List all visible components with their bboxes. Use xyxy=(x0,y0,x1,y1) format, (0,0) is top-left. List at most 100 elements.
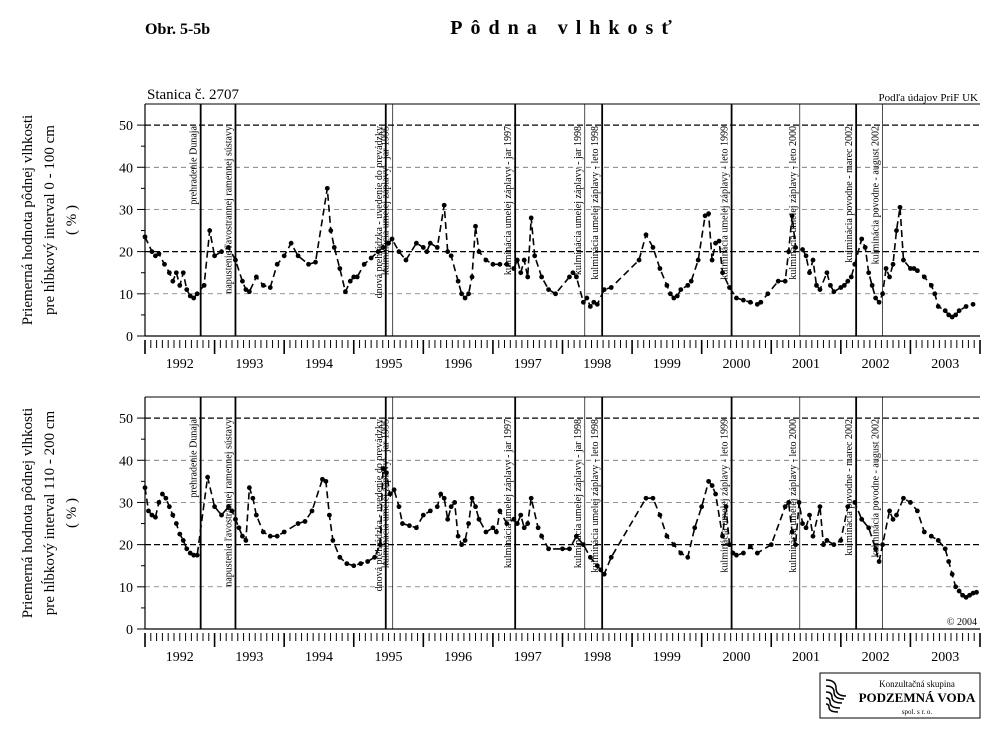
data-point xyxy=(688,278,694,284)
data-point xyxy=(459,542,465,548)
data-point xyxy=(413,525,419,531)
data-point xyxy=(887,274,892,280)
data-point xyxy=(960,592,966,598)
data-point xyxy=(786,500,792,505)
data-point xyxy=(328,228,334,233)
data-point xyxy=(233,257,238,263)
data-point xyxy=(734,552,739,558)
data-point xyxy=(817,504,823,510)
data-point xyxy=(793,245,799,250)
data-point xyxy=(434,504,440,510)
data-point xyxy=(928,533,934,539)
data-point xyxy=(358,561,364,567)
data-point xyxy=(730,550,736,556)
data-point xyxy=(546,546,551,552)
data-point xyxy=(741,297,746,303)
data-point xyxy=(956,588,962,594)
data-point xyxy=(162,261,167,267)
event-label: kulminácia umelej záplavy - jar 1998 xyxy=(573,419,584,568)
data-point xyxy=(567,274,572,280)
data-point xyxy=(720,533,725,539)
data-point xyxy=(448,253,454,259)
data-point xyxy=(142,485,148,491)
data-point xyxy=(403,257,409,263)
data-point xyxy=(754,301,760,307)
data-point xyxy=(574,274,579,280)
data-point xyxy=(187,293,193,299)
data-point xyxy=(387,491,393,497)
data-point xyxy=(706,478,712,484)
data-point xyxy=(180,270,186,276)
data-point xyxy=(800,521,805,526)
data-point xyxy=(420,512,426,518)
data-point xyxy=(908,266,913,271)
data-point xyxy=(859,516,865,522)
data-point xyxy=(608,554,614,560)
data-point xyxy=(814,282,819,288)
data-point xyxy=(368,255,374,261)
data-point xyxy=(911,266,917,271)
data-point xyxy=(466,291,471,297)
data-point xyxy=(974,589,979,595)
data-point xyxy=(177,531,183,537)
data-point xyxy=(521,257,527,263)
data-point xyxy=(782,278,788,284)
data-point xyxy=(873,546,879,552)
data-point xyxy=(365,559,371,564)
data-point xyxy=(869,282,875,288)
data-point xyxy=(692,525,698,531)
event-label: kulminácia umelej záplavy - leto 2000 xyxy=(788,419,799,573)
data-point xyxy=(445,249,451,255)
data-point xyxy=(260,529,266,535)
data-point xyxy=(159,491,165,497)
data-point xyxy=(420,245,426,250)
data-point xyxy=(727,285,732,290)
data-point xyxy=(657,266,663,271)
data-point xyxy=(678,287,684,292)
data-point xyxy=(942,308,948,314)
data-point xyxy=(747,544,753,550)
data-point xyxy=(212,504,217,510)
data-point xyxy=(246,485,252,491)
data-point xyxy=(810,257,816,263)
y-tick-label: 50 xyxy=(119,119,133,134)
data-point xyxy=(894,228,899,233)
x-tick-label: 1992 xyxy=(166,357,194,372)
data-point xyxy=(946,559,952,564)
data-point xyxy=(233,516,238,522)
data-point xyxy=(219,249,224,255)
event-label: kulminácia umelej záplavy - jar 1995 xyxy=(381,126,392,275)
data-point xyxy=(709,483,715,488)
data-point xyxy=(723,504,729,510)
data-point xyxy=(587,554,593,560)
x-tick-label: 2003 xyxy=(931,357,959,372)
data-point xyxy=(445,516,451,522)
data-point xyxy=(821,542,826,548)
data-point xyxy=(963,594,969,600)
data-point xyxy=(807,270,812,276)
data-point xyxy=(657,512,663,518)
data-point xyxy=(890,261,896,267)
data-point xyxy=(800,247,805,252)
data-point xyxy=(212,253,217,259)
data-point xyxy=(142,234,148,240)
data-point xyxy=(170,278,176,284)
x-tick-label: 1994 xyxy=(305,650,333,665)
data-point xyxy=(511,516,517,522)
data-point xyxy=(400,521,405,526)
data-point xyxy=(713,240,718,246)
data-point xyxy=(455,278,461,284)
data-point xyxy=(720,270,725,276)
y-tick-label: 0 xyxy=(126,623,133,638)
y-tick-label: 40 xyxy=(119,161,133,176)
data-point xyxy=(528,215,534,221)
data-point xyxy=(671,542,677,548)
x-tick-label: 1993 xyxy=(235,650,263,665)
data-point xyxy=(876,299,882,305)
logo-line2: PODZEMNÁ VODA xyxy=(859,690,976,705)
data-point xyxy=(608,285,614,290)
data-point xyxy=(539,274,545,280)
data-point xyxy=(201,282,207,288)
data-point xyxy=(396,504,402,510)
data-point xyxy=(667,291,673,297)
